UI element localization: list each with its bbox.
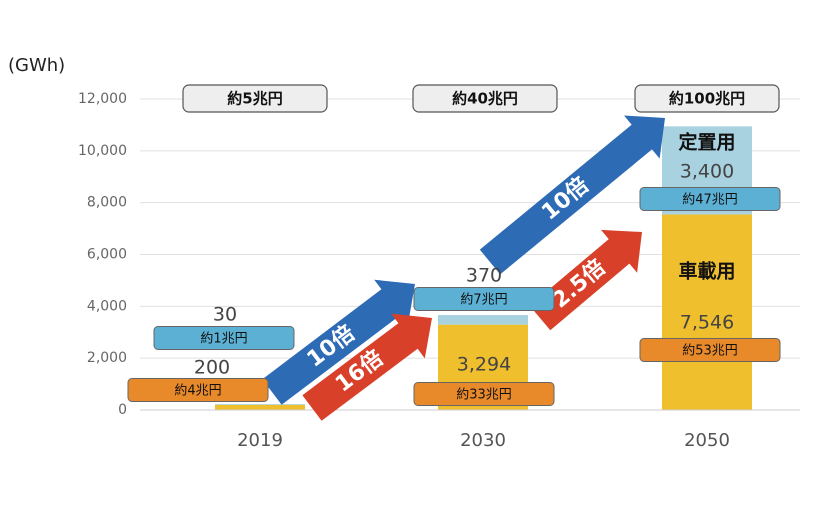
market-badge bbox=[413, 287, 555, 311]
growth-arrow bbox=[529, 229, 642, 331]
market-label: 約33兆円 bbox=[456, 388, 512, 403]
bar-segment bbox=[215, 404, 305, 410]
value-label: 370 bbox=[466, 265, 502, 287]
bar-segment bbox=[438, 315, 528, 325]
x-tick-label: 2019 bbox=[237, 430, 283, 451]
market-badge bbox=[153, 326, 295, 350]
market-label: 約4兆円 bbox=[174, 384, 221, 399]
value-label: 3,294 bbox=[457, 354, 511, 376]
market-label: 約47兆円 bbox=[682, 193, 738, 208]
y-tick-label: 2,000 bbox=[87, 350, 127, 366]
value-label: 7,546 bbox=[680, 312, 734, 334]
series-name: 車載用 bbox=[678, 260, 735, 283]
y-tick-label: 8,000 bbox=[87, 195, 127, 211]
total-box bbox=[634, 84, 780, 113]
total-market-label: 約100兆円 bbox=[669, 90, 745, 108]
market-badge bbox=[413, 382, 555, 406]
bar-segment bbox=[662, 214, 752, 410]
y-tick-label: 4,000 bbox=[87, 298, 127, 314]
market-badge bbox=[127, 378, 269, 402]
market-badge bbox=[639, 187, 781, 211]
value-label: 3,400 bbox=[680, 161, 734, 183]
total-market-label: 約5兆円 bbox=[227, 90, 282, 108]
total-box bbox=[412, 84, 558, 113]
y-tick-label: 12,000 bbox=[78, 91, 127, 107]
series-name: 定置用 bbox=[678, 131, 735, 154]
bar-segment bbox=[215, 404, 305, 405]
x-tick-label: 2030 bbox=[460, 430, 506, 451]
value-label: 200 bbox=[194, 357, 230, 379]
total-market-label: 約40兆円 bbox=[452, 90, 518, 108]
growth-arrow bbox=[302, 313, 432, 421]
market-label: 約7兆円 bbox=[460, 293, 507, 308]
growth-arrow bbox=[262, 279, 415, 405]
x-tick-label: 2050 bbox=[684, 430, 730, 451]
growth-arrow bbox=[479, 115, 665, 275]
total-box bbox=[182, 84, 328, 113]
market-label: 約1兆円 bbox=[200, 332, 247, 347]
value-label: 30 bbox=[213, 304, 237, 326]
market-badge bbox=[639, 338, 781, 362]
y-tick-label: 10,000 bbox=[78, 143, 127, 159]
market-label: 約53兆円 bbox=[682, 344, 738, 359]
y-tick-label: 0 bbox=[118, 402, 127, 418]
unit-label: (GWh) bbox=[8, 55, 65, 76]
y-tick-label: 6,000 bbox=[87, 247, 127, 263]
